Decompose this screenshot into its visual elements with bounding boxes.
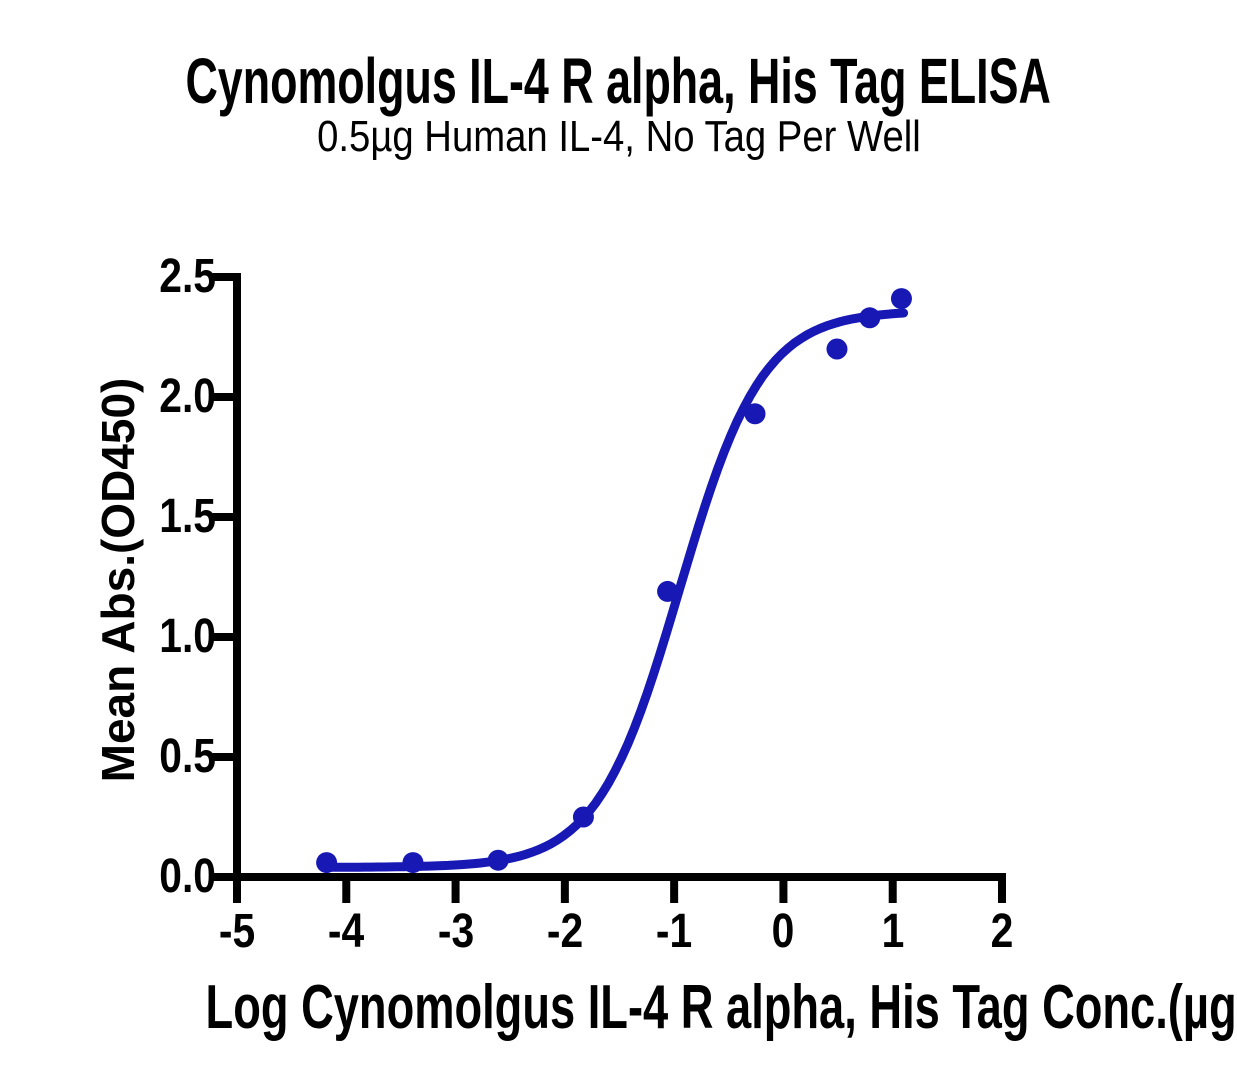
data-point [890,288,912,310]
data-point [859,307,881,329]
chart-subtitle: 0.5µg Human IL-4, No Tag Per Well [0,115,1237,159]
data-point [826,338,848,360]
data-point [487,849,509,871]
x-tick-label: -1 [655,905,693,958]
x-tick-label: 1 [881,905,905,958]
x-axis-title-text: Log Cynomolgus IL-4 R alpha, His Tag Con… [205,973,1237,1042]
y-tick-label: 2.0 [159,370,216,423]
x-tick-label: -5 [218,905,256,958]
x-tick-label: -2 [546,905,583,958]
x-tick-label: 2 [990,905,1014,958]
fit-curve [322,308,909,872]
data-point [744,403,766,425]
chart-title-text: Cynomolgus IL-4 R alpha, His Tag ELISA [185,45,1052,117]
y-axis-title-text: Mean Abs.(OD450) [92,377,144,783]
y-tick-label: 0.5 [159,730,216,783]
chart-title: Cynomolgus IL-4 R alpha, His Tag ELISA [0,49,1237,113]
chart-subtitle-text: 0.5µg Human IL-4, No Tag Per Well [316,112,921,161]
y-tick-label: 1.0 [159,610,216,663]
y-axis-title: Mean Abs.(OD450) [92,377,144,783]
data-point [402,852,424,874]
data-point [316,852,338,874]
x-axis-title: Log Cynomolgus IL-4 R alpha, His Tag Con… [0,977,1237,1039]
y-tick-label: 1.5 [159,490,216,543]
x-tick-label: -4 [328,905,365,958]
y-tick-label: 0.0 [159,850,216,903]
x-tick-label: -3 [437,905,474,958]
x-tick-label: 0 [772,905,795,958]
y-tick-label: 2.5 [159,250,216,303]
data-point [572,806,594,828]
data-point [657,580,679,602]
